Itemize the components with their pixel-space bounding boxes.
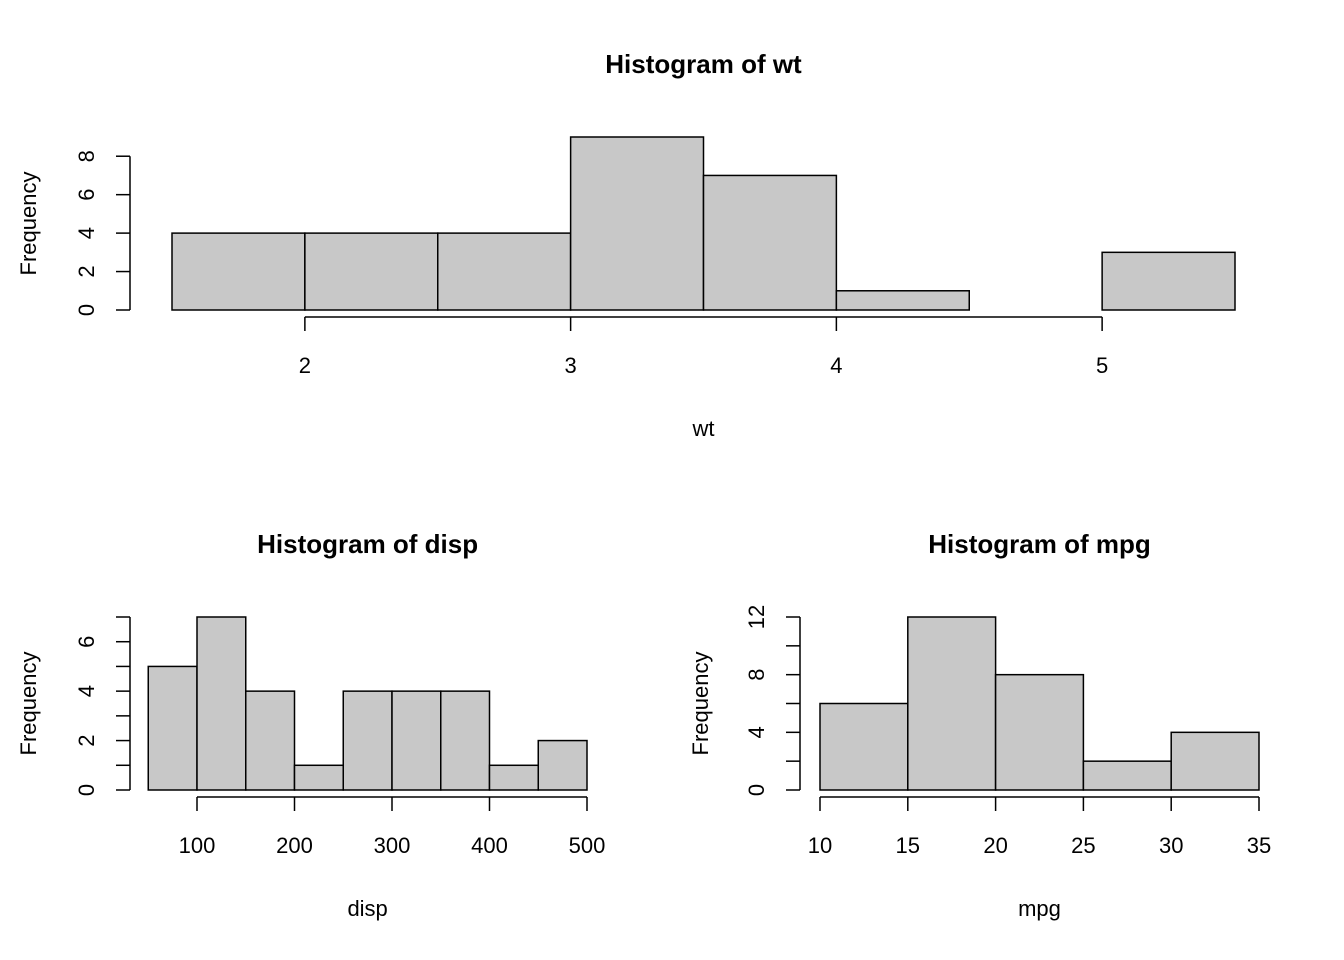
y-tick-label: 0 [744, 784, 769, 796]
x-tick-label: 35 [1247, 833, 1271, 858]
histogram-bar [342, 690, 393, 791]
y-tick-label: 0 [74, 304, 99, 316]
y-tick-label: 0 [74, 784, 99, 796]
x-tick-label: 20 [983, 833, 1007, 858]
histogram-bar [245, 690, 296, 791]
y-tick-label: 8 [74, 150, 99, 162]
chart-title: Histogram of mpg [928, 529, 1150, 559]
histogram-bar [437, 232, 572, 311]
x-tick-label: 300 [374, 833, 411, 858]
histogram-bar [196, 616, 247, 791]
histogram-bar [171, 232, 306, 311]
y-tick-label: 2 [74, 265, 99, 277]
x-axis-label: wt [692, 416, 715, 441]
histogram-bar [1101, 251, 1236, 311]
histogram-bar [569, 136, 705, 311]
histogram-bar [1082, 760, 1172, 791]
y-axis-label: Frequency [16, 652, 41, 756]
x-tick-label: 100 [179, 833, 216, 858]
histogram-bar [488, 764, 539, 791]
histogram-bar [293, 764, 344, 791]
y-tick-label: 8 [744, 669, 769, 681]
histogram-bar [835, 290, 970, 311]
histogram-bar [537, 739, 588, 791]
y-tick-label: 12 [744, 605, 769, 629]
x-tick-label: 5 [1096, 353, 1108, 378]
x-axis-label: mpg [1018, 896, 1061, 921]
chart-title: Histogram of disp [257, 529, 478, 559]
x-axis-label: disp [347, 896, 387, 921]
histogram-bar [147, 665, 198, 791]
histogram-bar [1170, 731, 1260, 791]
x-tick-label: 3 [565, 353, 577, 378]
histogram-bar [304, 232, 439, 311]
x-tick-label: 2 [299, 353, 311, 378]
x-tick-label: 400 [471, 833, 508, 858]
y-tick-label: 6 [74, 189, 99, 201]
x-tick-label: 30 [1159, 833, 1183, 858]
y-axis-label: Frequency [688, 652, 713, 756]
x-tick-label: 4 [830, 353, 842, 378]
histogram-bar [819, 702, 909, 791]
histogram-bar [994, 673, 1085, 791]
x-tick-label: 15 [896, 833, 920, 858]
x-tick-label: 25 [1071, 833, 1095, 858]
chart-title: Histogram of wt [605, 49, 802, 79]
histogram-bar [702, 174, 838, 311]
y-tick-label: 4 [74, 227, 99, 239]
y-tick-label: 4 [744, 726, 769, 738]
y-axis-label: Frequency [16, 172, 41, 276]
x-tick-label: 200 [276, 833, 313, 858]
y-tick-label: 4 [74, 685, 99, 697]
x-tick-label: 500 [569, 833, 606, 858]
histogram-bar [391, 690, 442, 791]
histogram-bar [907, 616, 997, 791]
x-tick-label: 10 [808, 833, 832, 858]
histogram-bar [440, 690, 491, 791]
y-tick-label: 2 [74, 734, 99, 746]
y-tick-label: 6 [74, 636, 99, 648]
